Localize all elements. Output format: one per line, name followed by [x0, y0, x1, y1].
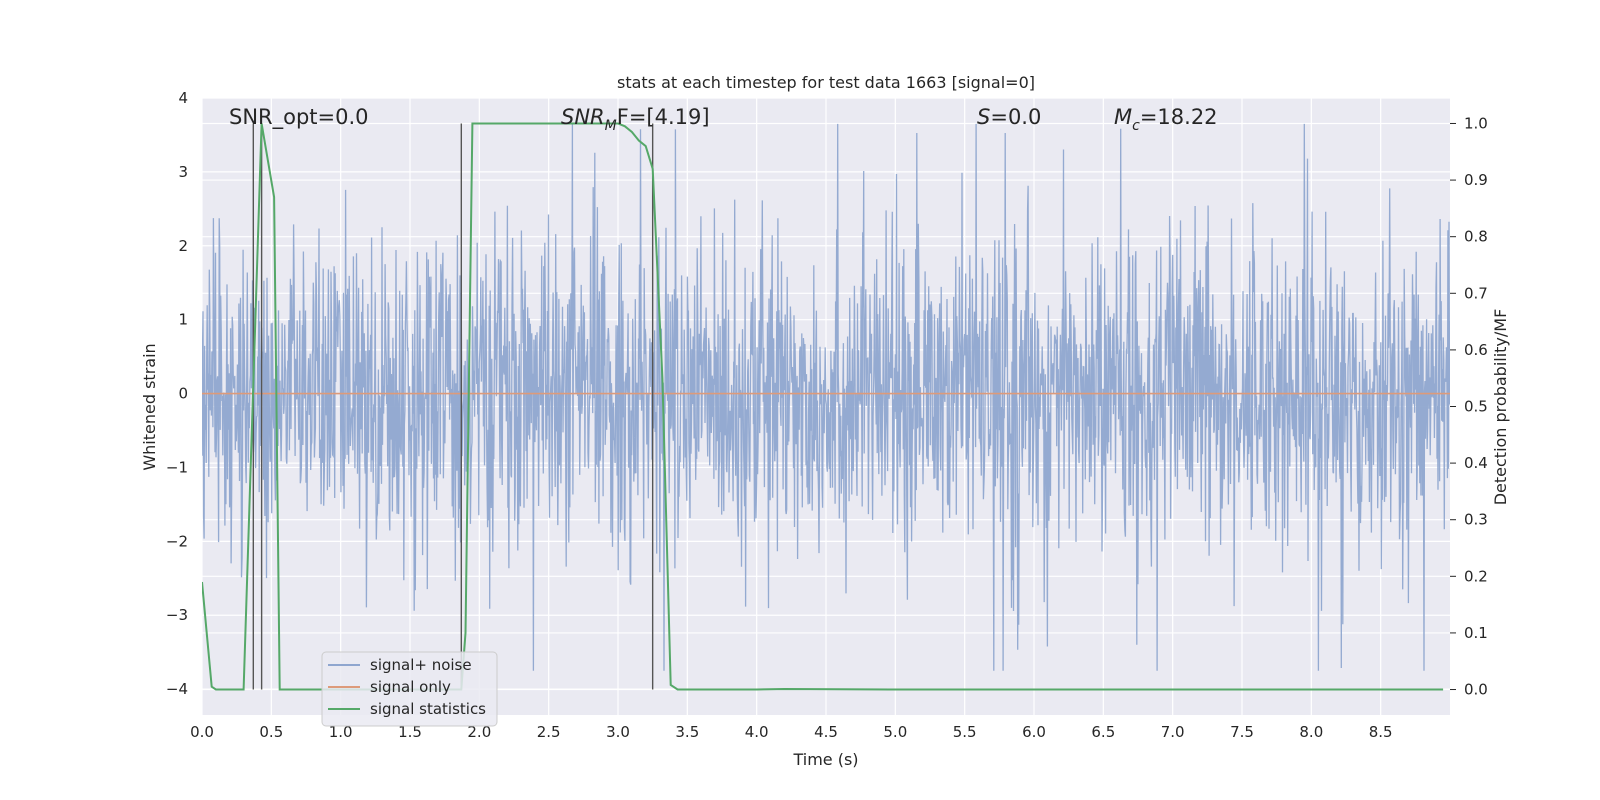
y-axis-label: Whitened strain	[140, 343, 159, 470]
x-tick-label: 3.5	[675, 723, 699, 741]
y-tick-label: 3	[178, 163, 188, 181]
y2-tick-label: 0.4	[1464, 454, 1488, 472]
annotation-mc: Mc=18.22	[1114, 105, 1218, 134]
x-tick-label: 1.5	[398, 723, 422, 741]
legend-label-signal-only: signal only	[370, 678, 451, 696]
chart-title: stats at each timestep for test data 166…	[617, 73, 1035, 92]
x-tick-label: 0.5	[259, 723, 283, 741]
x-tick-label: 6.5	[1091, 723, 1115, 741]
legend: signal+ noise signal only signal statist…	[321, 651, 498, 727]
legend-box	[321, 651, 498, 727]
legend-label-signal-statistics: signal statistics	[370, 700, 486, 718]
y2-tick-label: 0.1	[1464, 624, 1488, 642]
x-tick-label: 7.0	[1161, 723, 1185, 741]
x-tick-label: 8.5	[1369, 723, 1393, 741]
y2-tick-label: 0.7	[1464, 284, 1488, 302]
x-axis-label: Time (s)	[792, 750, 858, 769]
annotation-snr-opt: SNR_opt=0.0	[229, 105, 369, 130]
y2-axis-label: Detection probability/MF	[1491, 309, 1510, 506]
x-tick-label: 2.0	[467, 723, 491, 741]
y-tick-label: −4	[166, 680, 188, 698]
x-tick-label: 4.5	[814, 723, 838, 741]
x-tick-label: 8.0	[1299, 723, 1323, 741]
annotation-snr-mf-main: SNR	[561, 105, 605, 129]
y2-tick-label: 0.9	[1464, 171, 1488, 189]
plot-area	[202, 122, 1450, 691]
x-tick-label: 5.5	[953, 723, 977, 741]
x-tick-label: 2.5	[537, 723, 561, 741]
y2-tick-label: 0.3	[1464, 511, 1488, 529]
line-signal-noise	[202, 123, 1450, 671]
y2-tick-label: 1.0	[1464, 114, 1488, 132]
annotation-mc-rest: =18.22	[1140, 105, 1218, 129]
y2-tick-label: 0.0	[1464, 681, 1488, 699]
y-tick-label: 2	[178, 237, 188, 255]
annotation-s-main: S	[977, 105, 990, 129]
line-signal-statistics	[202, 122, 1444, 691]
x-tick-label: 7.5	[1230, 723, 1254, 741]
x-tick-label: 5.0	[883, 723, 907, 741]
x-tick-label: 0.0	[190, 723, 214, 741]
x-tick-label: 6.0	[1022, 723, 1046, 741]
x-tick-label: 4.0	[745, 723, 769, 741]
y-tick-label: 0	[178, 385, 188, 403]
x-tick-label: 1.0	[329, 723, 353, 741]
annotation-mc-main: M	[1114, 105, 1132, 129]
y-tick-label: 1	[178, 311, 188, 329]
y2-axis-ticks: 1.0 0.9 0.8 0.7 0.6 0.5 0.4 0.3 0.2 0.1 0.0	[1450, 114, 1488, 699]
y2-tick-label: 0.2	[1464, 567, 1488, 585]
x-axis-ticks: 0.0 0.5 1.0 1.5 2.0 2.5 3.0 3.5 4.0 4.5 5.0 5.5 6.0 6…	[190, 723, 1393, 741]
series-signal-statistics	[202, 122, 1444, 691]
y-tick-label: −3	[166, 606, 188, 624]
legend-label-signal-noise: signal+ noise	[370, 656, 472, 674]
annotation-s: S=0.0	[977, 105, 1041, 129]
y2-tick-label: 0.6	[1464, 341, 1488, 359]
y-tick-label: 4	[178, 89, 188, 107]
x-tick-label: 3.0	[606, 723, 630, 741]
y-tick-label: −1	[166, 458, 188, 476]
annotation-mc-sub: c	[1132, 118, 1140, 134]
y2-tick-label: 0.5	[1464, 398, 1488, 416]
annotation-snr-mf-rest: F=[4.19]	[617, 105, 710, 129]
annotation-snr-mf-sub: M	[605, 118, 617, 134]
y2-tick-label: 0.8	[1464, 228, 1488, 246]
annotation-s-rest: =0.0	[990, 105, 1041, 129]
series-signal-noise	[202, 123, 1450, 671]
y-axis-ticks: 4 3 2 1 0 −1 −2 −3 −4	[166, 89, 188, 698]
annotation-snr-mf: SNRMF=[4.19]	[561, 105, 710, 134]
y-tick-label: −2	[166, 532, 188, 550]
